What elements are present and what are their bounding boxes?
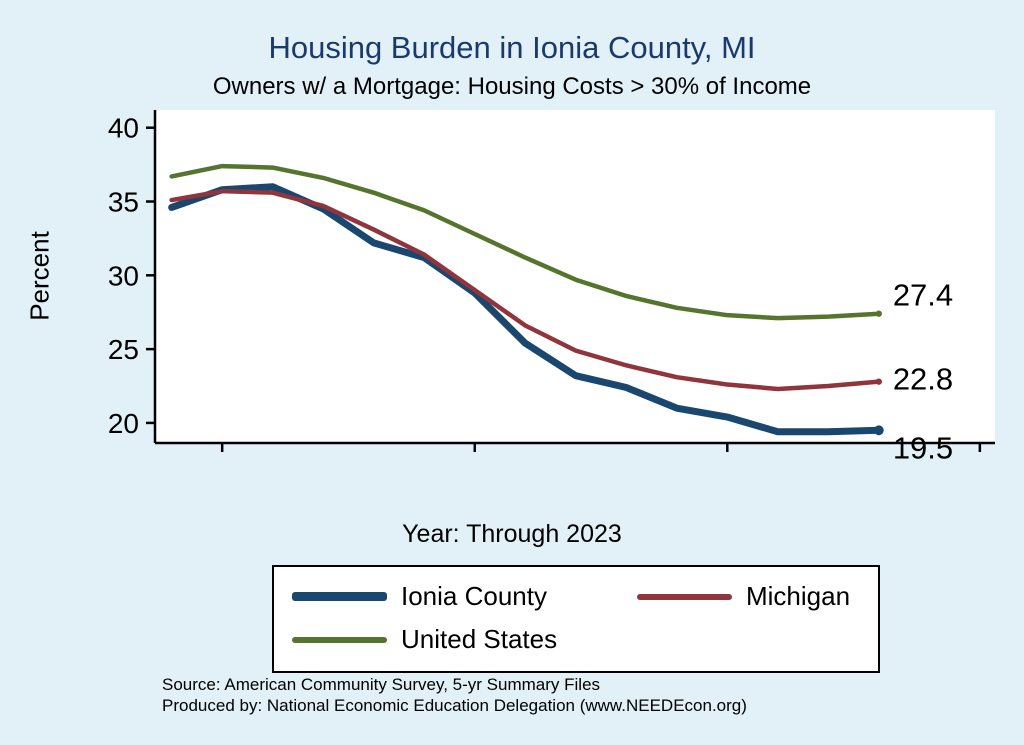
legend: Ionia County Michigan United States [272,565,880,673]
series-endpoint-marker [875,378,882,385]
legend-item-united-states: United States [292,624,637,655]
series-end-label: 22.8 [893,362,953,397]
series-line-ionia-county [168,183,883,436]
y-tick-label: 30 [108,260,139,291]
legend-swatch-united-states [292,636,387,643]
legend-grid: Ionia County Michigan United States [274,567,878,671]
chart-subtitle: Owners w/ a Mortgage: Housing Costs > 30… [212,73,812,100]
series-endpoint-marker [875,310,882,317]
legend-item-ionia-county: Ionia County [292,581,637,612]
series-endpoint-marker [873,425,884,436]
legend-item-michigan: Michigan [637,581,860,612]
y-tick-label: 40 [108,113,139,144]
legend-swatch-michigan [637,593,732,600]
source-line: Source: American Community Survey, 5-yr … [162,675,601,694]
series-end-label: 27.4 [893,278,953,313]
plot-background [155,110,995,443]
series-line-united-states [169,163,882,321]
x-axis-label: Year: Through 2023 [402,520,622,548]
legend-label-ionia-county: Ionia County [401,581,547,611]
series-end-label: 19.5 [893,430,953,460]
y-tick-label: 25 [108,334,139,365]
source-note: Source: American Community Survey, 5-yr … [162,674,747,716]
y-tick-label: 35 [108,187,139,218]
legend-label-michigan: Michigan [746,581,851,611]
legend-label-united-states: United States [401,624,558,654]
legend-swatch-ionia-county [292,592,387,601]
chart-title: Housing Burden in Ionia County, MI [268,30,756,65]
y-tick-label: 20 [108,408,139,439]
series-line-michigan [169,188,882,392]
plot-area: 20253035401015202519.522.827.4 [108,110,995,460]
produced-by-line: Produced by: National Economic Education… [162,696,747,715]
y-axis-label: Percent [24,231,55,321]
